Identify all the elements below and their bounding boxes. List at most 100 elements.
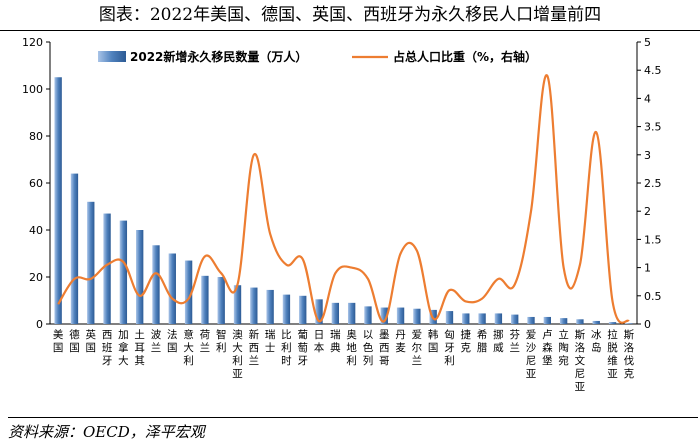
bar: [184, 260, 193, 324]
share-line: [57, 74, 630, 324]
category-label: 澳大利亚: [232, 328, 243, 380]
legend: 2022新增永久移民数量（万人） 占总人口比重（%，右轴）: [98, 49, 537, 64]
bar: [152, 245, 160, 324]
y2-tick-label: 1.5: [644, 233, 662, 246]
bar: [70, 173, 79, 324]
legend-line-label: 占总人口比重（%，右轴）: [393, 49, 537, 64]
bar: [478, 313, 486, 324]
bar: [396, 307, 405, 324]
y2-tick-label: 4: [644, 92, 651, 105]
category-label: 法国: [167, 328, 178, 354]
bar: [233, 285, 242, 324]
bar: [331, 302, 340, 324]
y2-tick-label: 1: [644, 262, 651, 275]
category-label: 新西兰: [249, 328, 260, 367]
category-label: 美国: [53, 328, 64, 354]
y2-tick-label: 0: [644, 318, 651, 331]
bar: [315, 299, 323, 324]
y2-tick-label: 2.5: [644, 177, 662, 190]
bar: [299, 295, 307, 324]
bar: [527, 316, 535, 324]
bar: [347, 302, 356, 324]
category-label: 英国: [86, 328, 97, 354]
category-label: 奥地利: [346, 328, 357, 367]
y-tick-label: 80: [29, 130, 43, 143]
y-tick-label: 120: [22, 36, 43, 49]
category-labels: 美国德国英国西班牙加拿大土耳其波兰法国意大利荷兰智利澳大利亚新西兰瑞士比利时葡萄…: [53, 328, 635, 393]
category-label: 日本: [314, 329, 325, 354]
category-label: 瑞典: [330, 329, 341, 354]
y2-tick-label: 4.5: [644, 64, 662, 77]
category-label: 卢森堡: [542, 328, 553, 367]
category-label: 西班牙: [102, 329, 113, 367]
category-label: 斯洛文尼亚: [575, 328, 586, 393]
category-label: 智利: [216, 328, 227, 354]
category-label: 丹麦: [395, 329, 406, 354]
category-label: 德国: [69, 328, 80, 354]
category-label: 韩国: [428, 328, 439, 354]
category-label: 爱沙尼亚: [526, 328, 537, 380]
bar: [282, 294, 291, 324]
category-label: 荷兰: [200, 329, 211, 354]
y2-tick-label: 3: [644, 149, 651, 162]
category-label: 瑞士: [265, 329, 276, 354]
category-label: 加拿大: [118, 329, 129, 367]
bar: [576, 319, 584, 324]
category-label: 爱尔兰: [412, 328, 423, 367]
y2-tick-label: 3.5: [644, 121, 662, 134]
category-label: 以色列: [363, 329, 374, 367]
y-tick-label: 0: [36, 318, 43, 331]
category-label: 芬兰: [509, 329, 520, 354]
y2-tick-label: 0.5: [644, 290, 662, 303]
axes: 0 20 40 60 80 100 120 0 0.5 1 1.5 2 2.5 3 3.5 4 4.5 5: [22, 36, 662, 331]
category-label: 葡萄牙: [297, 328, 308, 367]
category-label: 意大利: [183, 328, 194, 367]
bar: [250, 287, 258, 324]
category-label: 拉脱维亚: [607, 328, 618, 380]
source-note: 资料来源：OECD，泽平宏观: [8, 417, 698, 446]
y2-tick-label: 2: [644, 205, 651, 218]
bar: [266, 289, 274, 324]
category-label: 立陶宛: [558, 328, 569, 367]
line-series: [57, 74, 630, 324]
category-label: 挪威: [493, 328, 504, 354]
y2-tick-label: 5: [644, 36, 651, 49]
category-label: 希腊: [477, 328, 488, 354]
bar: [625, 323, 633, 324]
bar: [511, 314, 519, 324]
bar: [380, 307, 388, 324]
chart-title: 图表：2022年美国、德国、英国、西班牙为永久移民人口增量前四: [0, 0, 700, 31]
category-label: 匈牙利: [444, 328, 455, 367]
bar: [445, 311, 454, 324]
bar: [201, 275, 209, 324]
bar: [103, 213, 111, 324]
category-label: 墨西哥: [379, 329, 390, 367]
category-label: 冰岛: [591, 328, 602, 354]
bar: [217, 277, 225, 324]
bar: [168, 253, 176, 324]
y-tick-label: 100: [22, 83, 43, 96]
bar: [494, 313, 503, 324]
y-tick-label: 20: [29, 271, 43, 284]
bar-series: [54, 77, 633, 324]
legend-bar-swatch: [98, 51, 126, 62]
category-label: 捷克: [461, 328, 472, 354]
bar: [543, 316, 551, 324]
bar: [119, 220, 128, 324]
category-label: 斯洛伐克: [624, 328, 635, 380]
bar: [592, 320, 600, 324]
bar: [54, 77, 62, 324]
bar: [608, 322, 617, 324]
y-tick-label: 60: [29, 177, 43, 190]
bar: [136, 230, 144, 324]
legend-bar-label: 2022新增永久移民数量（万人）: [130, 49, 307, 64]
bar: [559, 318, 568, 324]
y-tick-label: 40: [29, 224, 43, 237]
category-label: 土耳其: [134, 328, 145, 367]
category-label: 波兰: [151, 328, 162, 354]
bar: [364, 306, 372, 324]
bar: [87, 201, 95, 324]
bar: [413, 308, 421, 324]
category-label: 比利时: [281, 328, 292, 367]
